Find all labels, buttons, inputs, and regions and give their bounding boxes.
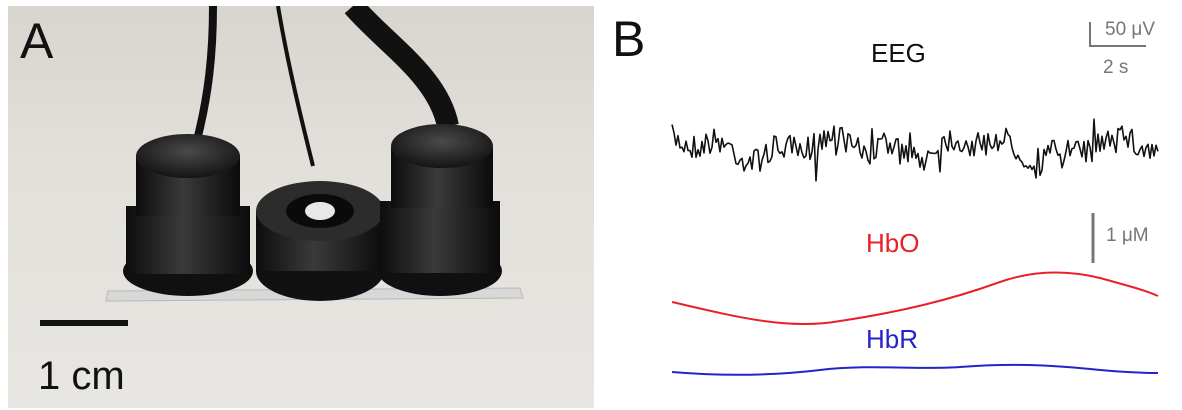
device-photo: A 1 cm <box>8 6 594 408</box>
eeg-scale-amplitude: 50 μV <box>1105 19 1156 40</box>
hbr-label: HbR <box>866 324 919 354</box>
panel-a-label: A <box>20 13 54 69</box>
eeg-label: EEG <box>871 38 926 68</box>
eeg-trace <box>671 118 1159 182</box>
hemo-scale-label: 1 μM <box>1106 225 1149 246</box>
device-illustration <box>105 6 524 302</box>
scale-bar-label: 1 cm <box>38 354 125 398</box>
panel-b-label: B <box>612 11 646 67</box>
scale-bar-1cm <box>40 320 128 326</box>
eeg-scale-time: 2 s <box>1103 57 1129 78</box>
hbr-trace <box>671 363 1159 376</box>
hbo-trace <box>671 271 1159 326</box>
hbo-label: HbO <box>866 228 920 258</box>
eeg-scale-bar <box>1089 22 1146 47</box>
